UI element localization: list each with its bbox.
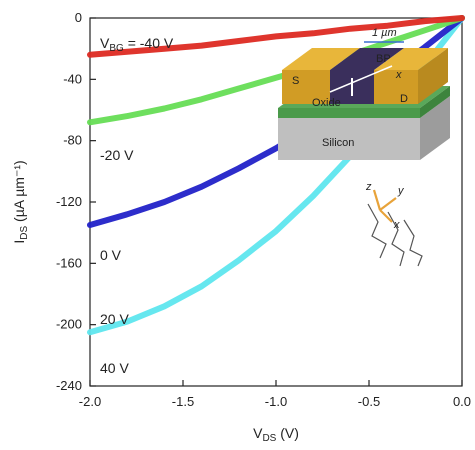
source-label: S bbox=[292, 75, 299, 87]
source-contact-top bbox=[282, 48, 360, 70]
x-axis-arrow bbox=[329, 65, 393, 93]
x-axis-label: VDS (V) bbox=[253, 425, 299, 444]
device-schematic-inset: 1 µm BP x S D Oxide Silicon bbox=[278, 27, 450, 160]
x-direction-label: x bbox=[395, 69, 402, 81]
dimension-label: 1 µm bbox=[372, 27, 397, 39]
tick-labels: -2.0 -1.5 -1.0 -0.5 0.0 -240 -200 -160 -120 -80 -4… bbox=[56, 10, 471, 409]
y-axis-label: IDS (µA µm⁻¹) bbox=[11, 160, 30, 243]
lattice-z-label: z bbox=[365, 181, 372, 193]
y-tick-label: 0 bbox=[75, 10, 82, 25]
lattice-zigzag-1 bbox=[367, 203, 387, 259]
lattice-zigzag-3 bbox=[403, 219, 423, 267]
series-label-40: 40 V bbox=[100, 360, 129, 376]
y-tick-label: -120 bbox=[56, 194, 82, 209]
crystal-lattice-inset: z y x bbox=[365, 181, 423, 267]
x-tick-label: -1.5 bbox=[172, 394, 194, 409]
y-tick-label: -40 bbox=[63, 71, 82, 86]
x-tick-label: -0.5 bbox=[358, 394, 380, 409]
lattice-axis-x bbox=[379, 209, 393, 223]
series-label-legend-title: VBG = -40 V bbox=[100, 35, 174, 54]
series-line-2 bbox=[87, 15, 465, 126]
source-contact-side bbox=[282, 70, 330, 104]
silicon-label: Silicon bbox=[322, 137, 354, 149]
drain-contact-top bbox=[374, 48, 448, 70]
lattice-zigzag-2 bbox=[387, 211, 405, 267]
silicon-substrate-side bbox=[278, 118, 420, 160]
bp-label: BP bbox=[376, 53, 391, 65]
x-tick-label: -1.0 bbox=[265, 394, 287, 409]
series-label-minus20: -20 V bbox=[100, 147, 134, 163]
oxide-label: Oxide bbox=[312, 97, 341, 109]
silicon-substrate-depth bbox=[420, 96, 450, 160]
oxide-layer-depth bbox=[420, 86, 450, 118]
series-line-3 bbox=[87, 15, 465, 58]
lattice-axis-y bbox=[379, 197, 397, 211]
y-tick-label: -160 bbox=[56, 255, 82, 270]
drain-contact-depth bbox=[418, 48, 448, 104]
lattice-axis-z bbox=[372, 189, 382, 211]
series-label-20: 20 V bbox=[100, 311, 129, 327]
drain-label: D bbox=[400, 93, 408, 105]
y-tick-label: -80 bbox=[63, 133, 82, 148]
x-tick-label: -2.0 bbox=[79, 394, 101, 409]
y-tick-label: -240 bbox=[56, 378, 82, 393]
series-label-0: 0 V bbox=[100, 247, 122, 263]
x-tick-label: 0.0 bbox=[453, 394, 471, 409]
y-tick-label: -200 bbox=[56, 317, 82, 332]
lattice-x-label: x bbox=[393, 219, 400, 231]
oxide-layer-side bbox=[278, 108, 420, 118]
drain-contact-side bbox=[374, 70, 418, 104]
axis-ticks bbox=[89, 17, 463, 387]
lattice-y-label: y bbox=[397, 185, 405, 197]
